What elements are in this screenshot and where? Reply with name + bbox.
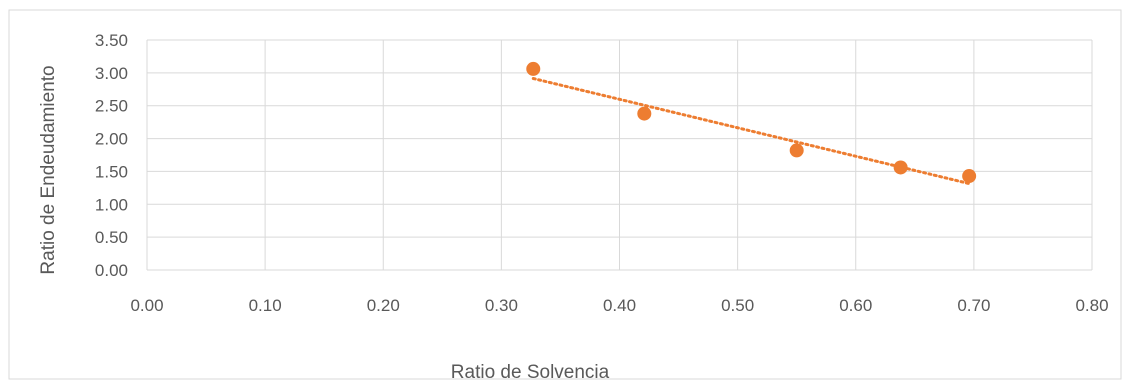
x-tick-label: 0.50: [721, 296, 754, 315]
data-point: [637, 106, 652, 121]
x-tick-label: 0.80: [1075, 296, 1108, 315]
gridlines: [146, 39, 1093, 271]
data-points: [526, 61, 977, 184]
data-point: [789, 143, 804, 158]
x-tick-label: 0.20: [367, 296, 400, 315]
y-axis-title: Ratio de Endeudamiento: [38, 65, 59, 274]
y-tick-label: 1.00: [95, 195, 128, 214]
x-tick-label: 0.10: [249, 296, 282, 315]
y-tick-label: 3.50: [95, 31, 128, 50]
data-point: [526, 61, 541, 76]
y-tick-label: 0.50: [95, 228, 128, 247]
y-tick-label: 3.00: [95, 64, 128, 83]
data-point: [893, 160, 908, 175]
x-tick-label: 0.40: [603, 296, 636, 315]
x-tick-label: 0.60: [839, 296, 872, 315]
y-tick-label: 0.00: [95, 261, 128, 280]
x-tick-label: 0.00: [130, 296, 163, 315]
x-axis-title: Ratio de Solvencia: [451, 362, 610, 383]
x-tick-label: 0.30: [485, 296, 518, 315]
x-tick-label: 0.70: [957, 296, 990, 315]
chart-border: [8, 9, 1122, 380]
y-tick-label: 2.50: [95, 97, 128, 116]
y-tick-label: 1.50: [95, 162, 128, 181]
y-tick-label: 2.00: [95, 130, 128, 149]
tick-labels: 0.00 0.10 0.20 0.30 0.40 0.50 0.60 0.70 0.80 0.00…: [95, 31, 1109, 315]
data-point: [962, 169, 977, 184]
